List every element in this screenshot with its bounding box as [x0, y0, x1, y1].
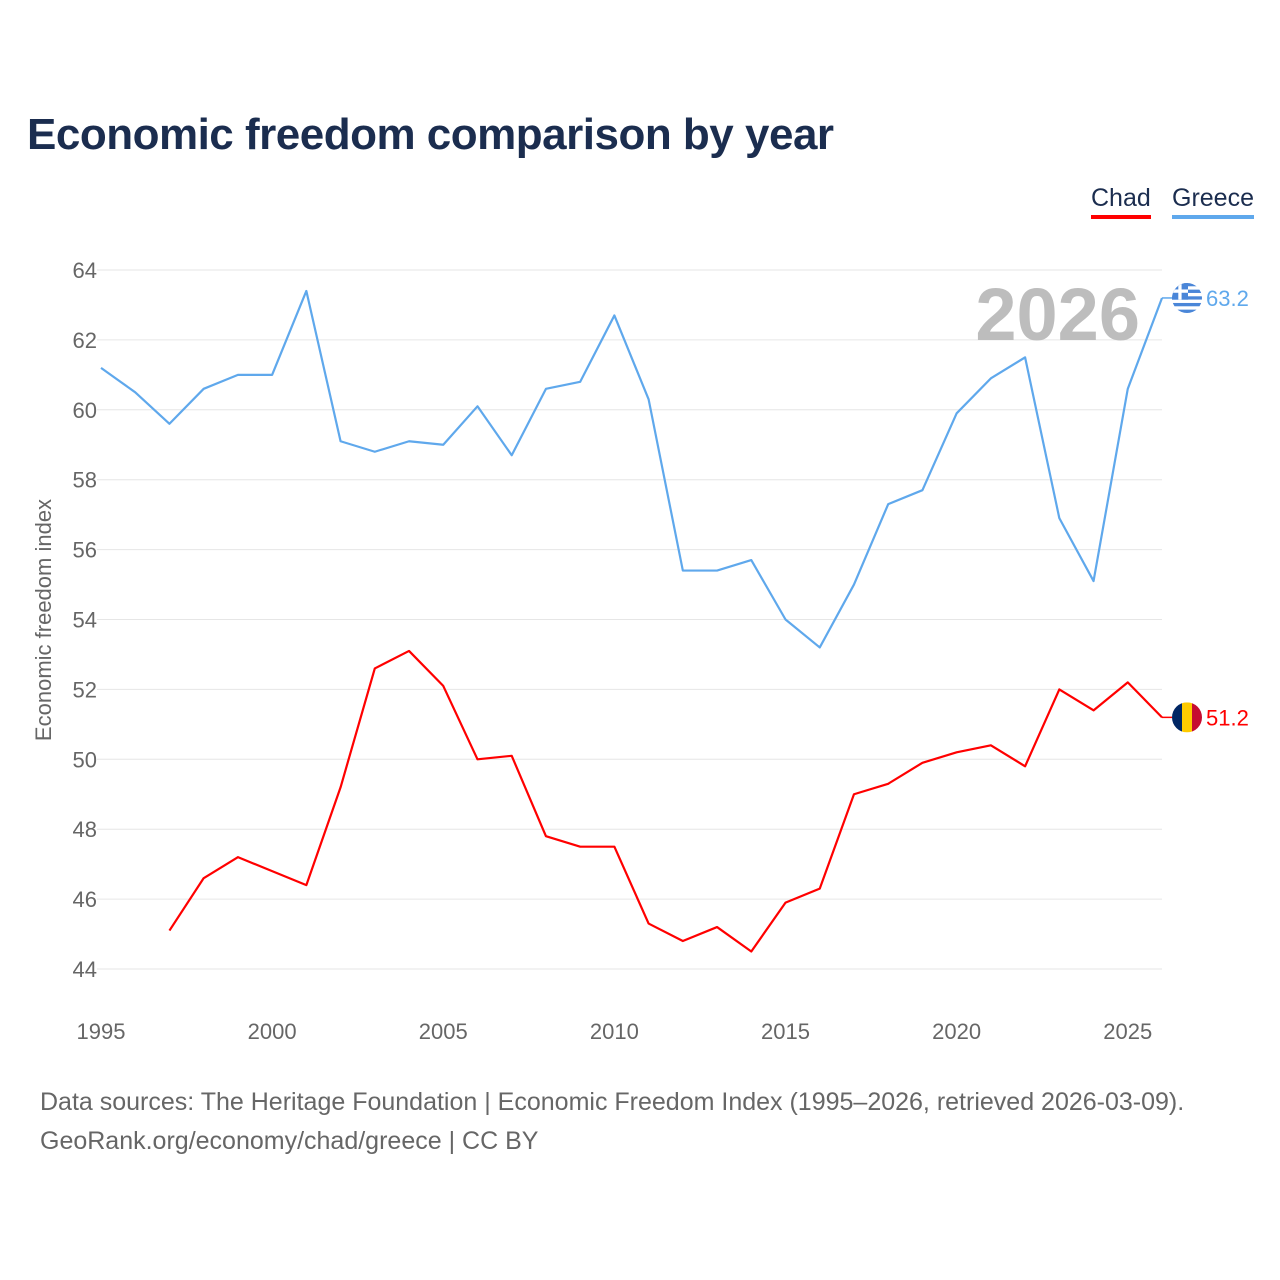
- y-axis-ticks: 44 46 48 50 52 54 56 58 60 62 64: [73, 258, 97, 982]
- y-tick-label: 58: [73, 468, 97, 493]
- y-tick-label: 50: [73, 747, 97, 772]
- series-lines: 51.2 63.2: [100, 282, 1249, 953]
- x-tick-label: 2000: [248, 1019, 297, 1044]
- grid: [97, 269, 1162, 970]
- legend-item-greece[interactable]: Greece: [1172, 184, 1254, 219]
- x-tick-label: 2015: [761, 1019, 810, 1044]
- data-source: Data sources: The Heritage Foundation | …: [40, 1088, 1185, 1116]
- chad-end-label: 51.2: [1206, 705, 1249, 730]
- y-tick-label: 56: [73, 538, 97, 563]
- y-tick-label: 60: [73, 398, 97, 423]
- greece-flag-icon: [1162, 282, 1202, 313]
- greece-end-label: 63.2: [1206, 286, 1249, 311]
- x-tick-label: 2020: [932, 1019, 981, 1044]
- chart-title: Economic freedom comparison by year: [27, 110, 834, 159]
- y-tick-label: 48: [73, 817, 97, 842]
- y-tick-label: 54: [73, 608, 97, 633]
- x-tick-label: 2025: [1103, 1019, 1152, 1044]
- y-tick-label: 52: [73, 677, 97, 702]
- x-tick-label: 2010: [590, 1019, 639, 1044]
- legend-item-chad[interactable]: Chad: [1091, 184, 1151, 219]
- y-tick-label: 64: [73, 258, 97, 283]
- y-axis-label: Economic freedom index: [31, 499, 56, 741]
- x-axis-ticks: 1995 2000 2005 2010 2015 2020 2025: [77, 1019, 1153, 1044]
- highlight-year: 2026: [975, 273, 1140, 356]
- x-tick-label: 1995: [77, 1019, 126, 1044]
- y-tick-label: 62: [73, 328, 97, 353]
- x-tick-label: 2005: [419, 1019, 468, 1044]
- chad-flag-icon: [1162, 702, 1202, 733]
- y-tick-label: 44: [73, 957, 97, 982]
- series-line-greece[interactable]: [100, 289, 1164, 649]
- credit-link[interactable]: GeoRank.org/economy/chad/greece | CC BY: [40, 1127, 539, 1155]
- y-tick-label: 46: [73, 887, 97, 912]
- series-line-chad[interactable]: [168, 649, 1163, 953]
